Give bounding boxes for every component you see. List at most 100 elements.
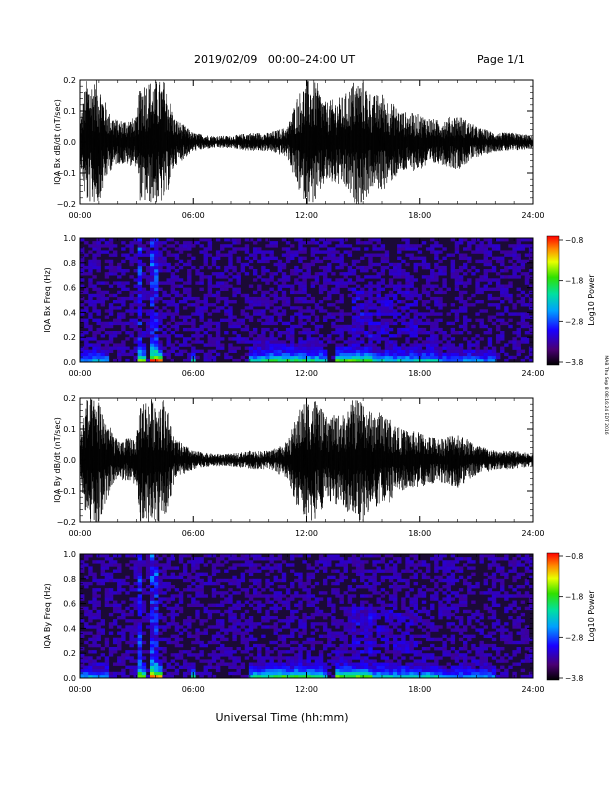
by-freq-power-cell	[104, 591, 110, 595]
by-freq-power-cell	[364, 674, 369, 679]
by-freq-power-cell	[392, 600, 398, 604]
bx-freq-power-cell	[372, 238, 377, 242]
bx-freq-power-cell	[248, 349, 254, 353]
by-freq-power-cell	[207, 581, 213, 586]
by-freq-power-cell	[104, 665, 110, 669]
by-freq-power-cell	[228, 625, 233, 629]
by-freq-power-cell	[384, 628, 390, 632]
bx-freq-power-cell	[100, 250, 106, 254]
bx-freq-power-cell	[397, 244, 402, 248]
by-freq-power-cell	[430, 603, 435, 607]
by-freq-power-cell	[187, 653, 192, 657]
by-freq-power-cell	[133, 600, 138, 604]
by-freq-power-cell	[368, 662, 373, 666]
bx-freq-power-cell	[236, 275, 241, 279]
bx-freq-power-cell	[203, 309, 208, 313]
by-freq-power-cell	[392, 674, 398, 679]
bx-freq-power-cell	[199, 327, 204, 332]
bx-freq-power-cell	[215, 250, 221, 254]
bx-freq-power-cell	[322, 275, 328, 279]
by-freq-power-cell	[376, 650, 381, 654]
bx-freq-power-cell	[322, 352, 328, 357]
by-freq-power-cell	[454, 625, 460, 629]
bx-freq-power-cell	[401, 343, 406, 347]
bx-freq-power-cell	[417, 312, 423, 316]
bx-freq-power-cell	[252, 247, 258, 251]
by-freq-power-cell	[244, 622, 250, 626]
by-freq-power-cell	[450, 581, 456, 586]
bx-freq-power-cell	[117, 306, 122, 310]
by-freq-power-cell	[273, 591, 278, 595]
bx-freq-power-cell	[187, 327, 192, 332]
bx-freq-power-cell	[508, 318, 513, 322]
by-freq-power-cell	[331, 588, 336, 592]
bx-freq-power-cell	[487, 327, 493, 332]
bx-freq-power-cell	[191, 296, 196, 301]
bx-freq-power-cell	[397, 318, 402, 322]
by-freq-power-cell	[310, 656, 316, 660]
bx-freq-power-cell	[462, 321, 468, 326]
bx-freq-power-cell	[92, 331, 97, 335]
bx-freq-power-cell	[495, 324, 501, 329]
by-freq-power-cell	[417, 625, 423, 629]
by-freq-power-cell	[397, 628, 402, 632]
bx-freq-power-cell	[397, 358, 402, 363]
bx-freq-power-cell	[454, 296, 460, 301]
by-freq-power-cell	[401, 578, 406, 583]
bx-freq-power-cell	[141, 293, 147, 298]
by-freq-power-cell	[104, 674, 110, 679]
bx-freq-power-cell	[454, 241, 460, 245]
bx-freq-power-cell	[409, 331, 414, 335]
by-freq-power-cell	[384, 671, 390, 676]
by-freq-power-cell	[261, 566, 266, 570]
bx-freq-xtick-label: 24:00	[521, 369, 544, 378]
bx-freq-power-cell	[528, 284, 534, 288]
by-freq-power-cell	[125, 591, 130, 595]
by-freq-power-cell	[191, 619, 196, 623]
bx-freq-power-cell	[236, 238, 241, 242]
by-freq-power-cell	[261, 616, 266, 620]
bx-freq-power-cell	[117, 296, 122, 301]
by-freq-power-cell	[417, 650, 423, 654]
by-freq-power-cell	[339, 659, 344, 663]
by-freq-power-cell	[339, 643, 344, 648]
bx-freq-power-cell	[248, 303, 254, 307]
bx-freq-power-cell	[195, 334, 200, 338]
by-freq-power-cell	[347, 588, 353, 592]
by-freq-power-cell	[327, 603, 332, 607]
bx-freq-power-cell	[401, 293, 406, 298]
by-freq-power-cell	[413, 612, 418, 617]
by-freq-power-cell	[154, 616, 159, 620]
by-freq-power-cell	[409, 619, 414, 623]
by-freq-power-cell	[265, 656, 270, 660]
by-freq-power-cell	[384, 634, 390, 638]
bx-freq-power-cell	[364, 306, 369, 310]
by-freq-power-cell	[224, 628, 229, 632]
by-freq-power-cell	[203, 554, 208, 558]
by-freq-power-cell	[388, 554, 394, 558]
bx-freq-power-cell	[277, 278, 283, 282]
by-freq-power-cell	[248, 665, 254, 669]
bx-freq-power-cell	[80, 278, 85, 282]
bx-freq-power-cell	[199, 278, 204, 282]
by-freq-power-cell	[203, 643, 208, 648]
bx-freq-power-cell	[310, 238, 316, 242]
by-freq-power-cell	[236, 659, 241, 663]
by-freq-power-cell	[215, 557, 221, 561]
bx-freq-power-cell	[166, 334, 171, 338]
bx-freq-power-cell	[425, 281, 431, 285]
bx-freq-power-cell	[417, 296, 423, 301]
by-freq-power-cell	[166, 612, 171, 617]
bx-freq-power-cell	[191, 324, 196, 329]
bx-freq-power-cell	[195, 272, 200, 276]
by-freq-power-cell	[236, 628, 241, 632]
bx-freq-power-cell	[495, 272, 501, 276]
bx-freq-power-cell	[84, 306, 89, 310]
by-freq-power-cell	[360, 600, 365, 604]
by-freq-power-cell	[125, 575, 130, 580]
bx-freq-power-cell	[100, 296, 106, 301]
by-freq-power-cell	[322, 665, 328, 669]
bx-freq-power-cell	[257, 287, 262, 291]
by-freq-power-cell	[158, 591, 163, 595]
bx-freq-power-cell	[355, 334, 361, 338]
